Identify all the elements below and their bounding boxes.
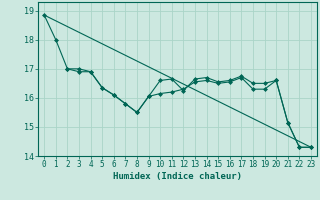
X-axis label: Humidex (Indice chaleur): Humidex (Indice chaleur) — [113, 172, 242, 181]
